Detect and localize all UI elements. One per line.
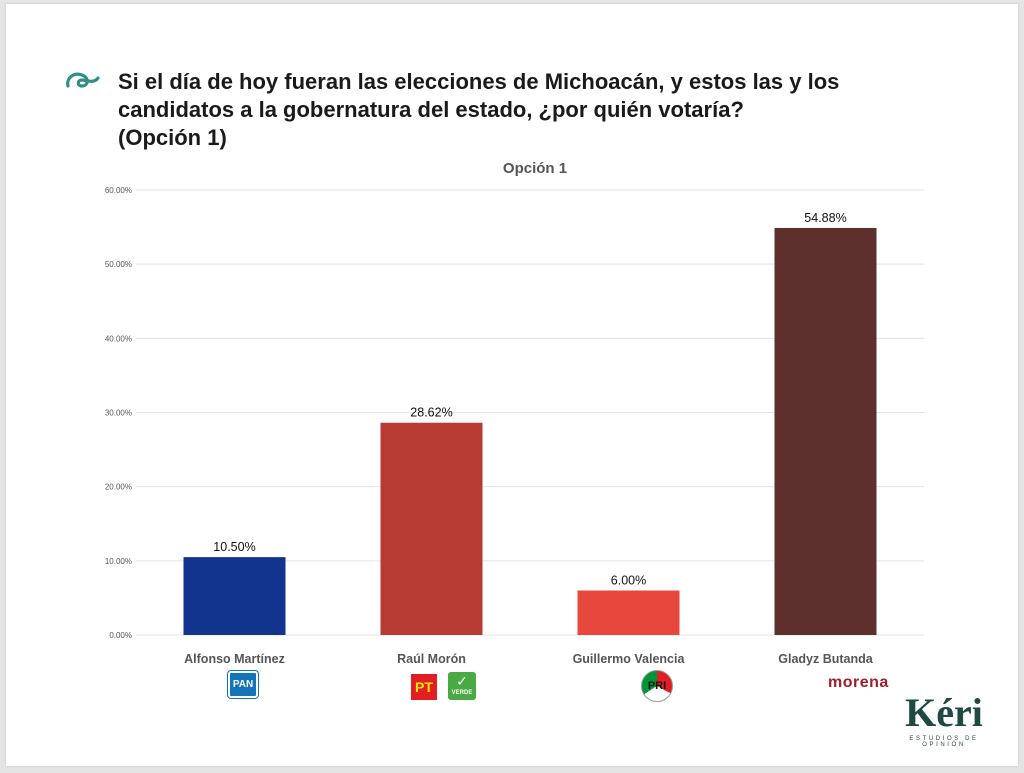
question-headline: Si el día de hoy fueran las elecciones d…: [118, 68, 918, 152]
morena-logo: morena: [828, 674, 889, 691]
verde-logo-icon: ✓ VERDE: [448, 672, 476, 700]
pri-logo-icon: PRI: [641, 670, 673, 702]
bar: [183, 557, 286, 635]
headline-line: Si el día de hoy fueran las elecciones d…: [118, 69, 840, 94]
data-label: 28.62%: [410, 406, 452, 420]
bar: [577, 590, 680, 635]
data-label: 54.88%: [804, 211, 846, 225]
y-tick-label: 20.00%: [105, 483, 132, 492]
x-category-label: Gladyz Butanda: [778, 652, 874, 666]
y-tick-label: 50.00%: [105, 260, 132, 269]
swirl-icon: [66, 72, 100, 88]
verde-mark-icon: ✓: [456, 673, 468, 689]
pan-logo-icon: PAN: [227, 670, 259, 699]
pt-logo-icon: PT: [411, 674, 437, 700]
slide: Si el día de hoy fueran las elecciones d…: [6, 4, 1018, 766]
chart-title: Opción 1: [502, 160, 568, 177]
headline-line: candidatos a la gobernatura del estado, …: [118, 97, 744, 122]
verde-logo-text: VERDE: [451, 690, 473, 696]
y-tick-label: 10.00%: [105, 557, 132, 566]
bar: [774, 227, 877, 635]
keri-brand-logo: Kéri ESTUDIOS DE OPINIÓN: [886, 690, 1002, 749]
y-tick-label: 30.00%: [105, 409, 132, 418]
x-category-label: Raúl Morón: [397, 652, 466, 666]
brand-tagline: ESTUDIOS DE OPINIÓN: [909, 736, 979, 748]
y-tick-label: 40.00%: [105, 334, 132, 343]
pri-logo-text: PRI: [647, 680, 667, 692]
x-category-label: Guillermo Valencia: [573, 652, 686, 666]
y-tick-label: 0.00%: [109, 631, 132, 640]
data-label: 10.50%: [213, 540, 255, 554]
bar-chart: 0.00% 10.00% 20.00% 30.00% 40.00% 50.00% 60.00…: [105, 186, 924, 666]
data-label: 6.00%: [611, 574, 646, 588]
headline-line: (Opción 1): [118, 125, 227, 150]
x-category-label: Alfonso Martínez: [184, 652, 285, 666]
y-tick-label: 60.00%: [105, 186, 132, 195]
brand-name: Kéri: [905, 690, 983, 735]
bar: [380, 422, 483, 635]
